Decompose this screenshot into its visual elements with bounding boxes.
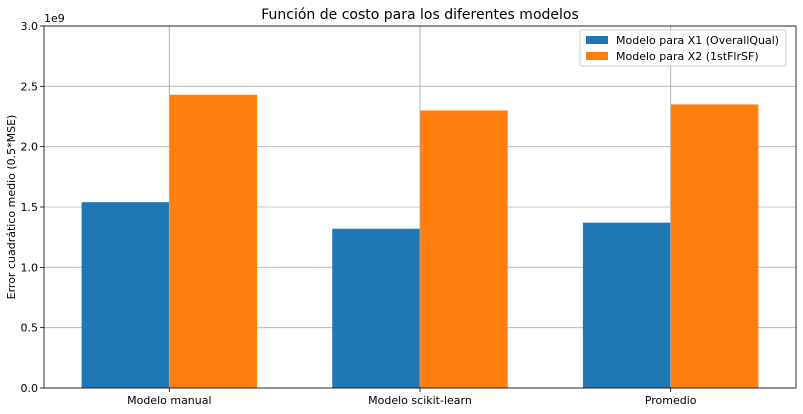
y-axis-label: Error cuadrático medio (0.5*MSE) [5,115,18,300]
y-tick-label: 1.0 [21,261,39,274]
x-tick-label: Promedio [645,394,697,407]
y-tick-label: 2.0 [21,141,39,154]
bars [81,26,759,388]
y-tick-label: 0.0 [21,382,39,395]
bar-x2-2 [670,104,759,388]
x-tick-label: Modelo manual [127,394,211,407]
bar-x1-0 [81,202,170,388]
legend-swatch [586,52,608,60]
bar-x2-1 [420,110,508,388]
legend-label: Modelo para X1 (OverallQual) [616,34,779,47]
y-tick-label: 2.5 [21,80,39,93]
y-tick-label: 1.5 [21,201,39,214]
x-tick-label: Modelo scikit-learn [368,394,472,407]
chart-title: Función de costo para los diferentes mod… [261,7,579,23]
legend-label: Modelo para X2 (1stFlrSF) [616,50,759,63]
y-tick-label: 3.0 [21,20,39,33]
plot-frame [43,25,797,389]
bar-x1-1 [332,228,420,388]
axes: 0.0 0.5 1.0 1.5 2.0 2.5 3.0 Modelo manual Modelo… [21,20,797,407]
bar-x2-0 [169,94,258,388]
legend: Modelo para X1 (OverallQual) Modelo para … [579,29,787,67]
y-axis-scale-label: 1e9 [44,12,65,25]
legend-box [579,29,787,67]
legend-swatch [586,36,608,44]
bar-x1-2 [582,222,671,388]
y-tick-label: 0.5 [21,322,39,335]
